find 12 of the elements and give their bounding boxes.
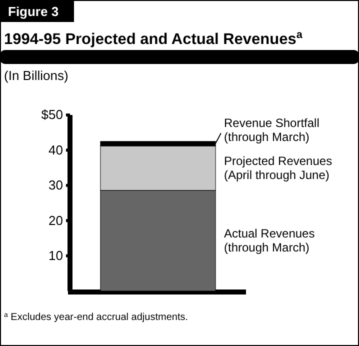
y-tick-label: 10 <box>48 248 63 263</box>
y-tick-label: 20 <box>48 212 63 228</box>
y-tick-label: $50 <box>41 107 63 122</box>
legend-label: Revenue Shortfall (through March) <box>224 116 320 144</box>
caption: Figure 3 <box>8 4 59 19</box>
text: $^{a}$ Excludes year-end accrual adjustments. <box>4 312 188 323</box>
y-tick-label: 30 <box>48 178 63 193</box>
chart-title: 1994-95 Projected and Actual Revenues$^{a}$ <box>4 29 304 48</box>
chart-subtitle: (In Billions) <box>4 68 68 83</box>
series-label: Projected Revenues (April through June) <box>224 154 332 182</box>
y-tick-label: 40 <box>48 142 63 158</box>
series-label: Actual Revenues (through March) <box>224 226 315 255</box>
